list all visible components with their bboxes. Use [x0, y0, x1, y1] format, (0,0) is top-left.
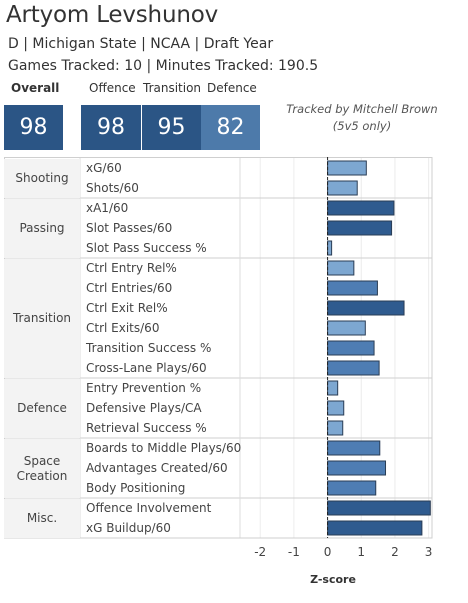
bar-slot-passes-60	[327, 220, 393, 236]
bar-defensive-plays-ca	[327, 400, 345, 416]
bar-xg-60	[327, 160, 367, 176]
metric-label: xG/60	[86, 161, 122, 175]
player-name: Artyom Levshunov	[6, 2, 218, 28]
bar-boards-to-middle-plays-60	[327, 440, 381, 456]
overall-score-box: 98	[4, 105, 63, 150]
metric-label: Slot Pass Success %	[86, 241, 207, 255]
metric-label: xG Buildup/60	[86, 521, 171, 535]
metric-label: Cross-Lane Plays/60	[86, 361, 207, 375]
metric-label: Advantages Created/60	[86, 461, 228, 475]
bar-ctrl-exit-rel-	[327, 300, 405, 316]
defence-score-box: 82	[201, 105, 260, 150]
tracking-scope-note: (5v5 only)	[332, 119, 392, 133]
metric-label: xA1/60	[86, 201, 129, 215]
offence-score-label: Offence	[89, 81, 136, 95]
category-label: Shooting	[4, 159, 80, 198]
tracking-info-line: Games Tracked: 10 | Minutes Tracked: 190…	[8, 58, 319, 74]
bar-entry-prevention-	[327, 380, 339, 396]
x-tick-label: -1	[287, 545, 300, 559]
metric-label: Entry Prevention %	[86, 381, 202, 395]
metric-label: Ctrl Exit Rel%	[86, 301, 168, 315]
bar-ctrl-entries-60	[327, 280, 378, 296]
bar-cross-lane-plays-60	[327, 360, 380, 376]
x-tick-label: 1	[357, 545, 366, 559]
player-info-line: D | Michigan State | NCAA | Draft Year	[8, 36, 274, 52]
bar-transition-success-	[327, 340, 375, 356]
bar-slot-pass-success-	[327, 240, 333, 256]
x-tick-label: 0	[323, 545, 332, 559]
bar-body-positioning	[327, 480, 377, 496]
defence-score-label: Defence	[207, 81, 257, 95]
x-axis-title: Z-score	[310, 573, 356, 586]
transition-score-box: 95	[142, 105, 201, 150]
metric-label: Ctrl Entries/60	[86, 281, 173, 295]
metric-label: Slot Passes/60	[86, 221, 173, 235]
metric-label: Ctrl Entry Rel%	[86, 261, 177, 275]
bar-xg-buildup-60	[327, 520, 423, 536]
bar-ctrl-entry-rel-	[327, 260, 355, 276]
metric-label: Offence Involvement	[86, 501, 212, 515]
bar-shots-60	[327, 180, 358, 196]
category-label: Space Creation	[4, 439, 80, 498]
bar-xa1-60	[327, 200, 395, 216]
metric-label: Boards to Middle Plays/60	[86, 441, 242, 455]
bar-retrieval-success-	[327, 420, 344, 436]
metric-label: Defensive Plays/CA	[86, 401, 202, 415]
metric-label: Shots/60	[86, 181, 139, 195]
x-tick-label: 2	[391, 545, 399, 559]
bar-ctrl-exits-60	[327, 320, 366, 336]
metric-label: Ctrl Exits/60	[86, 321, 160, 335]
category-label: Defence	[4, 379, 80, 438]
category-label: Misc.	[4, 499, 80, 538]
overall-score-label: Overall	[11, 81, 60, 95]
bar-advantages-created-60	[327, 460, 387, 476]
x-tick-label: -2	[254, 545, 267, 559]
bar-offence-involvement	[327, 500, 431, 516]
category-label: Passing	[4, 199, 80, 258]
transition-score-label: Transition	[143, 81, 202, 95]
metric-label: Transition Success %	[86, 341, 212, 355]
category-label: Transition	[4, 259, 80, 378]
metric-label: Body Positioning	[86, 481, 186, 495]
metric-label: Retrieval Success %	[86, 421, 207, 435]
offence-score-box: 98	[81, 105, 141, 150]
tracked-by-credit: Tracked by Mitchell Brown	[286, 102, 438, 116]
x-tick-label: 3	[424, 545, 433, 559]
